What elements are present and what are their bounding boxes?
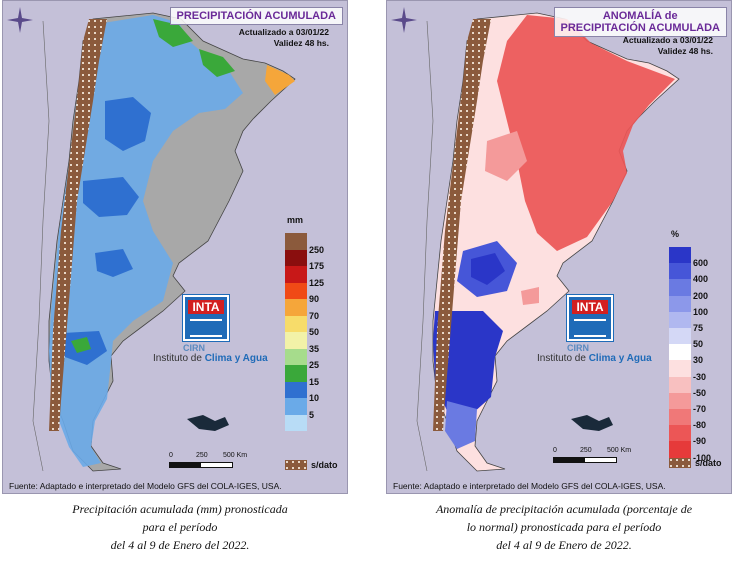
legend-swatch bbox=[669, 263, 691, 280]
scale-label-0: 0 bbox=[169, 452, 173, 459]
legend-label: 75 bbox=[693, 323, 704, 333]
legend-swatch bbox=[285, 332, 307, 349]
scale-label-500: 500 Km bbox=[223, 452, 248, 459]
legend-swatch bbox=[669, 425, 691, 442]
legend-label: 30 bbox=[693, 355, 704, 366]
legend-swatch bbox=[669, 311, 691, 328]
no-data-swatch bbox=[669, 458, 691, 468]
legend-label: -70 bbox=[693, 404, 707, 414]
legend-swatch bbox=[669, 328, 691, 345]
legend-label: 400 bbox=[693, 274, 709, 285]
legend-swatch bbox=[285, 233, 307, 250]
legend-unit: mm bbox=[287, 215, 304, 225]
inta-logo: INTA bbox=[567, 295, 613, 341]
no-data-label: s/dato bbox=[695, 458, 722, 468]
legend-label: 25 bbox=[309, 360, 320, 370]
source-note: Fuente: Adaptado e interpretado del Mode… bbox=[393, 481, 666, 491]
legend-swatch bbox=[285, 381, 307, 398]
legend-label: 50 bbox=[693, 339, 704, 350]
legend-label: 175 bbox=[309, 261, 325, 271]
legend-label: 10 bbox=[309, 393, 320, 403]
legend-label: -80 bbox=[693, 420, 707, 431]
institute-name: Instituto de Clima y Agua bbox=[153, 353, 268, 364]
scale-bar bbox=[553, 457, 617, 463]
scale-label-250: 250 bbox=[580, 447, 592, 454]
legend-label: -50 bbox=[693, 387, 707, 398]
institute-name: Instituto de Clima y Agua bbox=[537, 353, 652, 364]
legend-label: 100 bbox=[693, 306, 709, 317]
legend-label: -30 bbox=[693, 371, 707, 382]
cirn-label: CIRN bbox=[567, 343, 589, 353]
no-data-swatch bbox=[285, 460, 307, 470]
legend-swatch bbox=[285, 315, 307, 332]
legend-swatch bbox=[285, 249, 307, 266]
scale-bar bbox=[169, 462, 233, 468]
map-title: PRECIPITACIÓN ACUMULADA bbox=[169, 7, 343, 25]
legend-label: 15 bbox=[309, 376, 320, 387]
legend-label: 600 bbox=[693, 258, 709, 269]
legend-swatch bbox=[669, 295, 691, 312]
legend-label: 50 bbox=[309, 327, 320, 337]
legend-swatch bbox=[285, 299, 307, 316]
legend-label: 125 bbox=[309, 277, 325, 288]
scale-label-250: 250 bbox=[196, 452, 208, 459]
legend-label: 250 bbox=[309, 244, 325, 255]
inta-logo: INTA bbox=[183, 295, 229, 341]
compass-rose-icon bbox=[391, 7, 417, 33]
updated-date: Actualizado a 03/01/22 Validez 48 hs. bbox=[238, 27, 329, 48]
legend-swatch bbox=[669, 409, 691, 426]
anomaly-map bbox=[416, 12, 680, 472]
legend-label: 70 bbox=[309, 310, 320, 321]
legend-swatch bbox=[285, 348, 307, 365]
source-note: Fuente: Adaptado e interpretado del Mode… bbox=[9, 481, 282, 491]
updated-date: Actualizado a 03/01/22 Validez 48 hs. bbox=[622, 35, 713, 56]
legend-swatch bbox=[669, 279, 691, 296]
anomaly-map-panel: ANOMALÍA de PRECIPITACIÓN ACUMULADA Actu… bbox=[386, 0, 732, 494]
legend-label: -100 bbox=[693, 452, 712, 463]
scale-label-500: 500 Km bbox=[607, 447, 632, 454]
legend-label: 90 bbox=[309, 294, 320, 304]
caption-left: Precipitación acumulada (mm) pronosticad… bbox=[72, 502, 288, 552]
cirn-label: CIRN bbox=[183, 343, 205, 353]
no-data-label: s/dato bbox=[311, 460, 338, 470]
legend-swatch bbox=[669, 344, 691, 361]
legend-swatch bbox=[669, 392, 691, 409]
map-title: ANOMALÍA de PRECIPITACIÓN ACUMULADA bbox=[553, 7, 727, 37]
precipitation-map-panel: PRECIPITACIÓN ACUMULADA Actualizado a 03… bbox=[2, 0, 348, 494]
legend-swatch bbox=[669, 376, 691, 393]
legend-swatch bbox=[285, 414, 307, 431]
legend-swatch bbox=[285, 398, 307, 415]
legend-swatch bbox=[669, 360, 691, 377]
legend-unit: % bbox=[671, 229, 680, 239]
legend-label: -90 bbox=[693, 436, 707, 447]
scale-label-0: 0 bbox=[553, 447, 557, 454]
legend-swatch bbox=[285, 266, 307, 283]
legend-label: 5 bbox=[309, 409, 315, 420]
legend-swatch bbox=[285, 282, 307, 299]
legend-label: 200 bbox=[693, 290, 709, 301]
legend-swatch bbox=[285, 365, 307, 382]
precipitation-map bbox=[32, 12, 296, 472]
legend-swatch bbox=[669, 247, 691, 264]
legend-swatch bbox=[669, 441, 691, 458]
compass-rose-icon bbox=[7, 7, 33, 33]
legend-label: 35 bbox=[309, 343, 320, 354]
caption-right: Anomalía de precipitación acumulada (por… bbox=[435, 502, 693, 552]
